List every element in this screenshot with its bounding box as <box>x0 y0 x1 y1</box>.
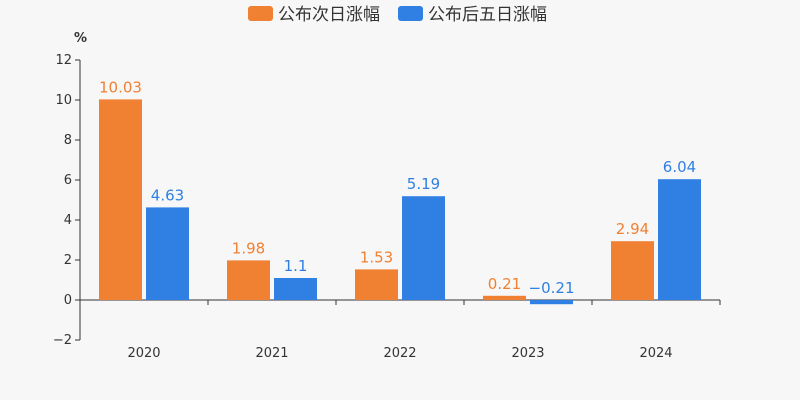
x-tick-label: 2021 <box>255 346 288 361</box>
y-tick-label: 10 <box>55 93 72 108</box>
data-label: 1.1 <box>284 257 308 275</box>
y-tick-label: 12 <box>55 53 72 68</box>
bar <box>530 300 573 305</box>
bar <box>611 241 654 300</box>
data-label: −0.21 <box>529 279 575 297</box>
legend-swatch <box>248 6 273 21</box>
bar <box>483 295 526 300</box>
bar <box>227 260 270 300</box>
data-label: 4.63 <box>151 186 184 204</box>
legend: 公布次日涨幅 公布后五日涨幅 <box>248 5 547 25</box>
y-tick-label: 0 <box>64 293 72 308</box>
bar <box>355 269 398 300</box>
legend-label: 公布后五日涨幅 <box>428 5 547 25</box>
x-tick-label: 2020 <box>127 346 160 361</box>
data-label: 10.03 <box>99 78 142 96</box>
data-label: 0.21 <box>488 275 521 293</box>
bar <box>146 207 189 300</box>
y-tick-label: −2 <box>53 333 72 348</box>
data-label: 5.19 <box>407 175 440 193</box>
legend-swatch <box>398 6 423 21</box>
data-label: 1.98 <box>232 239 265 257</box>
data-labels: 10.03 4.63 1.98 1.1 1.53 5.19 0.21 −0.21 2.94 6.0… <box>99 78 696 297</box>
axes: −2 0 2 4 6 8 10 12 2020 2021 2022 2023 2024 <box>53 53 721 361</box>
y-tick-label: 2 <box>64 253 72 268</box>
bars <box>99 99 701 305</box>
y-axis-unit: % <box>74 31 87 46</box>
data-label: 6.04 <box>663 158 696 176</box>
bar <box>99 99 142 301</box>
x-tick-label: 2022 <box>383 346 416 361</box>
data-label: 1.53 <box>360 248 393 266</box>
data-label: 2.94 <box>616 220 649 238</box>
y-tick-label: 8 <box>64 133 72 148</box>
x-tick-label: 2023 <box>511 346 544 361</box>
y-tick-label: 6 <box>64 173 72 188</box>
bar <box>658 179 701 300</box>
x-tick-label: 2024 <box>639 346 672 361</box>
legend-label: 公布次日涨幅 <box>278 5 380 25</box>
y-tick-label: 4 <box>64 213 72 228</box>
bar <box>274 278 317 300</box>
bar <box>402 196 445 300</box>
